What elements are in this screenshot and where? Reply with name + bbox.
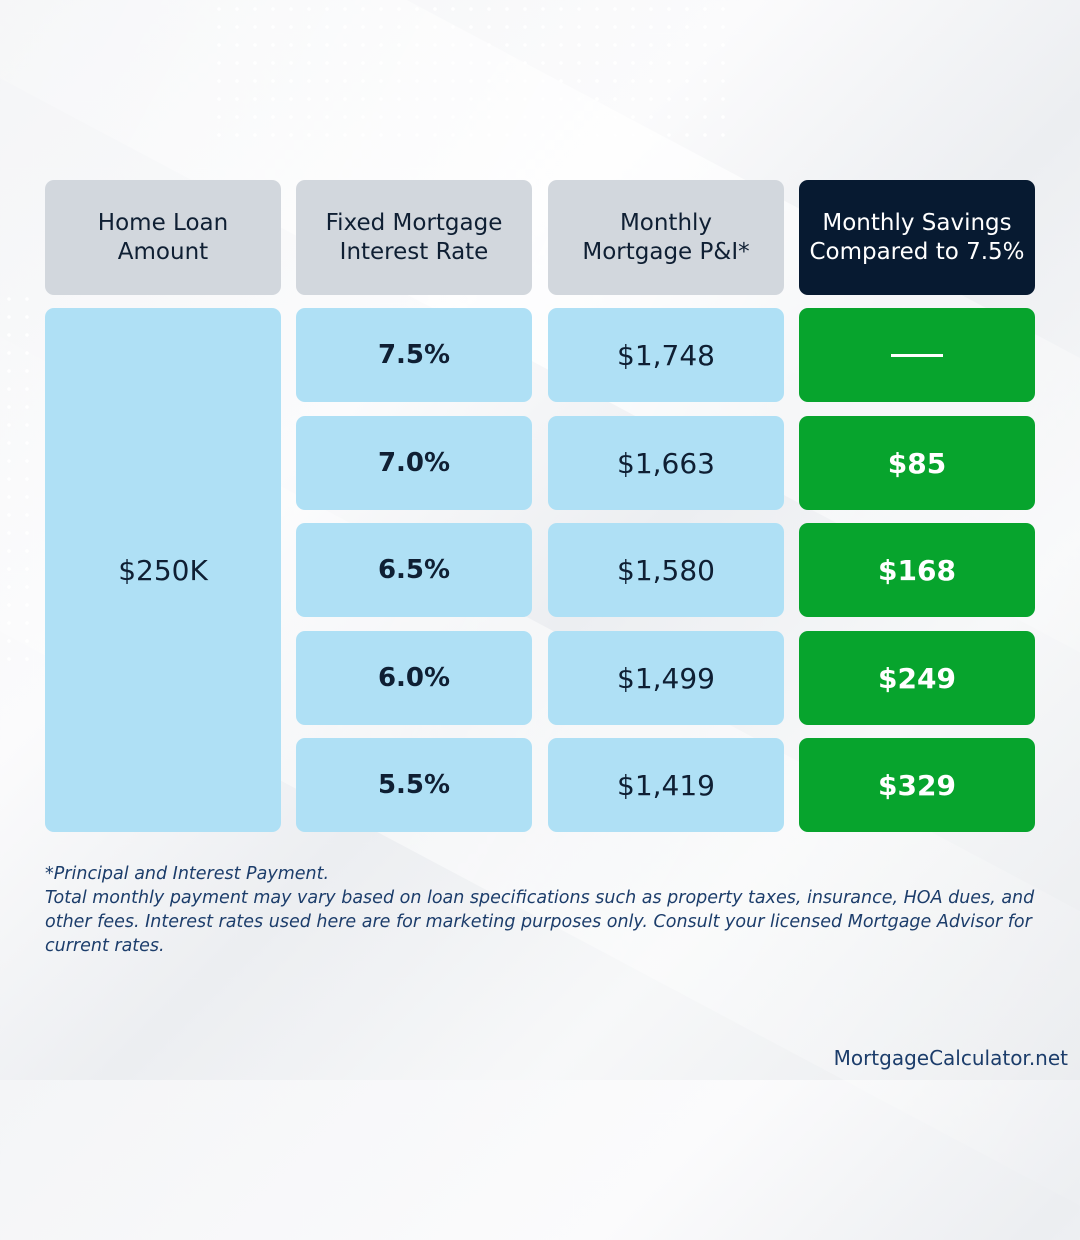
savings-cell: $85 (799, 416, 1035, 510)
payment-value: $1,419 (617, 768, 715, 802)
payment-cell: $1,499 (548, 631, 784, 725)
header-savings: Monthly Savings Compared to 7.5% (799, 180, 1035, 295)
payment-cell: $1,663 (548, 416, 784, 510)
rate-cell: 5.5% (296, 738, 532, 832)
savings-cell: $329 (799, 738, 1035, 832)
header-monthly-payment-label: Monthly Mortgage P&I* (582, 209, 750, 265)
rate-value: 7.5% (377, 340, 451, 370)
payment-cell: $1,419 (548, 738, 784, 832)
footnote-disclaimer-text: Total monthly payment may vary based on … (45, 888, 1040, 956)
savings-cell (799, 308, 1035, 402)
background-dot-pattern (0, 290, 40, 670)
header-interest-rate: Fixed Mortgage Interest Rate (296, 180, 532, 295)
savings-cell: $249 (799, 631, 1035, 725)
header-loan-amount: Home Loan Amount (45, 180, 281, 295)
rate-cell: 6.0% (296, 631, 532, 725)
loan-amount-cell: $250K (45, 308, 281, 832)
payment-value: $1,663 (617, 446, 715, 480)
savings-value: $85 (887, 446, 947, 480)
payment-value: $1,748 (617, 338, 715, 372)
rate-cell: 7.0% (296, 416, 532, 510)
rate-value: 7.0% (377, 448, 451, 478)
disclaimer-footnote: *Principal and Interest Payment. Total m… (45, 862, 1045, 958)
rate-cell: 6.5% (296, 523, 532, 617)
footnote-asterisk-line: *Principal and Interest Payment. (45, 864, 330, 884)
payment-value: $1,580 (617, 553, 715, 587)
rate-value: 6.5% (377, 555, 451, 585)
rate-cell: 7.5% (296, 308, 532, 402)
savings-value: $168 (878, 553, 956, 587)
header-savings-label: Monthly Savings Compared to 7.5% (809, 209, 1025, 265)
savings-value: $249 (878, 661, 956, 695)
header-loan-amount-label: Home Loan Amount (97, 209, 229, 265)
header-monthly-payment: Monthly Mortgage P&I* (548, 180, 784, 295)
rate-value: 5.5% (377, 770, 451, 800)
brand-watermark: MortgageCalculator.net (833, 1046, 1068, 1070)
no-savings-dash (891, 353, 943, 357)
savings-cell: $168 (799, 523, 1035, 617)
header-interest-rate-label: Fixed Mortgage Interest Rate (325, 209, 503, 265)
payment-cell: $1,580 (548, 523, 784, 617)
payment-cell: $1,748 (548, 308, 784, 402)
savings-value: $329 (878, 768, 956, 802)
rate-value: 6.0% (377, 663, 451, 693)
loan-amount-value: $250K (118, 553, 208, 587)
payment-value: $1,499 (617, 661, 715, 695)
background-dot-pattern (210, 0, 730, 150)
